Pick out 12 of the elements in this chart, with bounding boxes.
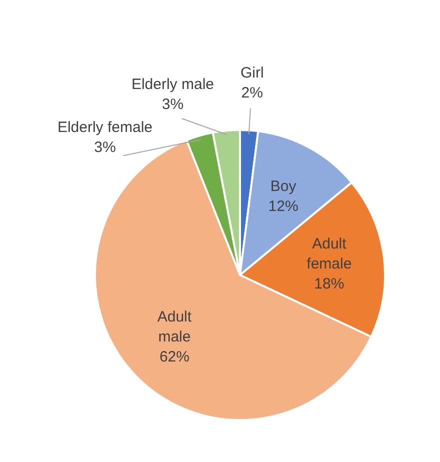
slice-label: Elderly female <box>57 119 152 136</box>
slice-label: Boy <box>270 178 297 196</box>
data-label: 12% <box>268 198 298 216</box>
slice-label: Elderly male <box>131 76 214 94</box>
data-label: 18% <box>314 276 344 293</box>
data-label: 3% <box>162 96 184 114</box>
data-label: 2% <box>241 84 263 102</box>
slice-label: Adult male <box>157 308 192 346</box>
slice-label: Adult female <box>306 236 352 273</box>
slice-label: Girl <box>240 64 264 82</box>
data-label: 3% <box>94 139 116 156</box>
data-label: 62% <box>159 348 190 366</box>
